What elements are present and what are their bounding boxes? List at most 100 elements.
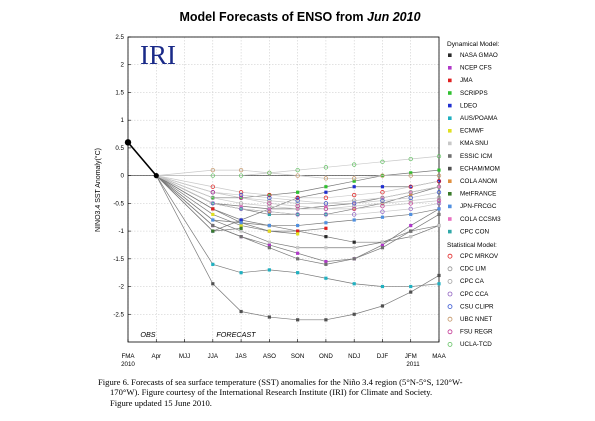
- data-point: [267, 192, 272, 198]
- data-point: [238, 192, 244, 198]
- series-line: [156, 175, 326, 232]
- legend-marker: [448, 141, 452, 146]
- data-point: [324, 276, 328, 280]
- data-point: [380, 243, 385, 247]
- data-point: [267, 203, 272, 209]
- data-point: [267, 315, 271, 319]
- legend-marker: [448, 116, 452, 120]
- plot-frame: [127, 36, 440, 343]
- data-point: [352, 179, 356, 183]
- data-point: [238, 195, 244, 200]
- legend-marker: [448, 192, 452, 196]
- x-tick-label: JFM: [405, 353, 417, 360]
- data-point: [380, 209, 385, 214]
- data-point: [267, 229, 271, 233]
- data-point: [324, 259, 328, 264]
- data-point: [436, 173, 442, 178]
- data-point: [408, 195, 413, 200]
- data-point: [408, 201, 413, 206]
- data-point: [211, 223, 215, 228]
- observed-line: [127, 141, 157, 177]
- data-point: [211, 282, 215, 286]
- data-point: [295, 212, 300, 217]
- data-point: [296, 271, 300, 275]
- data-point: [267, 212, 271, 217]
- data-point: [436, 190, 442, 195]
- legend-marker: [448, 166, 452, 171]
- legend: Dynamical Model: Statistical Model: NASA…: [447, 41, 501, 348]
- legend-label: NASA GMAO: [460, 52, 498, 59]
- data-point: [324, 190, 328, 194]
- data-point: [409, 171, 413, 175]
- legend-label: CPC MRKOV: [460, 253, 499, 260]
- data-point: [267, 223, 271, 228]
- data-point: [239, 309, 243, 314]
- data-point: [380, 195, 385, 200]
- data-point: [211, 218, 215, 222]
- legend-marker: [448, 179, 452, 183]
- legend-marker: [448, 229, 452, 234]
- series-line: [155, 175, 440, 321]
- data-point: [409, 193, 413, 197]
- data-point: [295, 173, 300, 178]
- data-point: [210, 173, 215, 178]
- legend-label: UCLA-TCD: [460, 341, 492, 348]
- legend-marker: [447, 291, 453, 297]
- data-point: [409, 212, 413, 217]
- series-line: [156, 175, 440, 215]
- y-tick-label: 1: [121, 117, 125, 124]
- data-point: [267, 170, 272, 176]
- series-line: [156, 175, 440, 204]
- chart-grid: [127, 36, 440, 342]
- legend-marker: [448, 154, 452, 158]
- x-tick-label: FMA: [121, 353, 135, 360]
- data-point: [211, 207, 215, 211]
- data-point: [238, 206, 244, 212]
- data-point: [352, 192, 357, 198]
- data-point: [408, 184, 413, 189]
- caption-line-2: 170°W). Figure courtesy of the Internati…: [110, 387, 433, 398]
- legend-marker: [448, 53, 452, 57]
- data-point: [436, 154, 442, 159]
- data-point: [296, 229, 300, 233]
- data-point: [408, 206, 413, 212]
- data-point: [296, 232, 300, 236]
- data-point: [295, 203, 300, 209]
- data-point: [295, 195, 300, 200]
- legend-label: LDEO: [460, 102, 477, 109]
- data-point: [296, 223, 300, 228]
- series-line: [156, 175, 440, 243]
- data-point: [324, 235, 328, 239]
- data-point: [211, 229, 215, 233]
- observed-point: [124, 139, 132, 146]
- data-point: [409, 229, 413, 233]
- series-line: [156, 175, 440, 265]
- data-point: [239, 221, 243, 225]
- data-point: [409, 235, 413, 239]
- x-axis: FMA Apr MJJ JJA JAS ASO SON OND NDJ DJF JFM MAA: [121, 339, 447, 360]
- series-line: [156, 169, 439, 179]
- x-tick-label: MAA: [432, 353, 446, 360]
- legend-marker: [447, 329, 453, 335]
- data-point: [238, 190, 244, 195]
- data-point: [323, 212, 329, 217]
- legend-marker: [448, 217, 452, 221]
- figure-caption: Figure 6. Forecasts of sea surface tempe…: [98, 377, 498, 408]
- data-point: [323, 201, 329, 206]
- iri-logo: IRI: [140, 40, 176, 70]
- data-point: [296, 318, 300, 322]
- legend-label: JMA: [460, 77, 473, 84]
- legend-marker: [448, 129, 452, 133]
- data-point: [239, 204, 243, 208]
- obs-label: OBS: [140, 330, 155, 339]
- data-point: [380, 190, 385, 195]
- series-line: [156, 175, 440, 199]
- series-line: [156, 169, 440, 199]
- data-point: [437, 207, 441, 211]
- data-point: [380, 198, 385, 203]
- data-point: [380, 240, 385, 244]
- legend-marker: [447, 266, 453, 272]
- data-point: [210, 201, 215, 206]
- data-point: [210, 184, 215, 189]
- data-point: [409, 284, 413, 289]
